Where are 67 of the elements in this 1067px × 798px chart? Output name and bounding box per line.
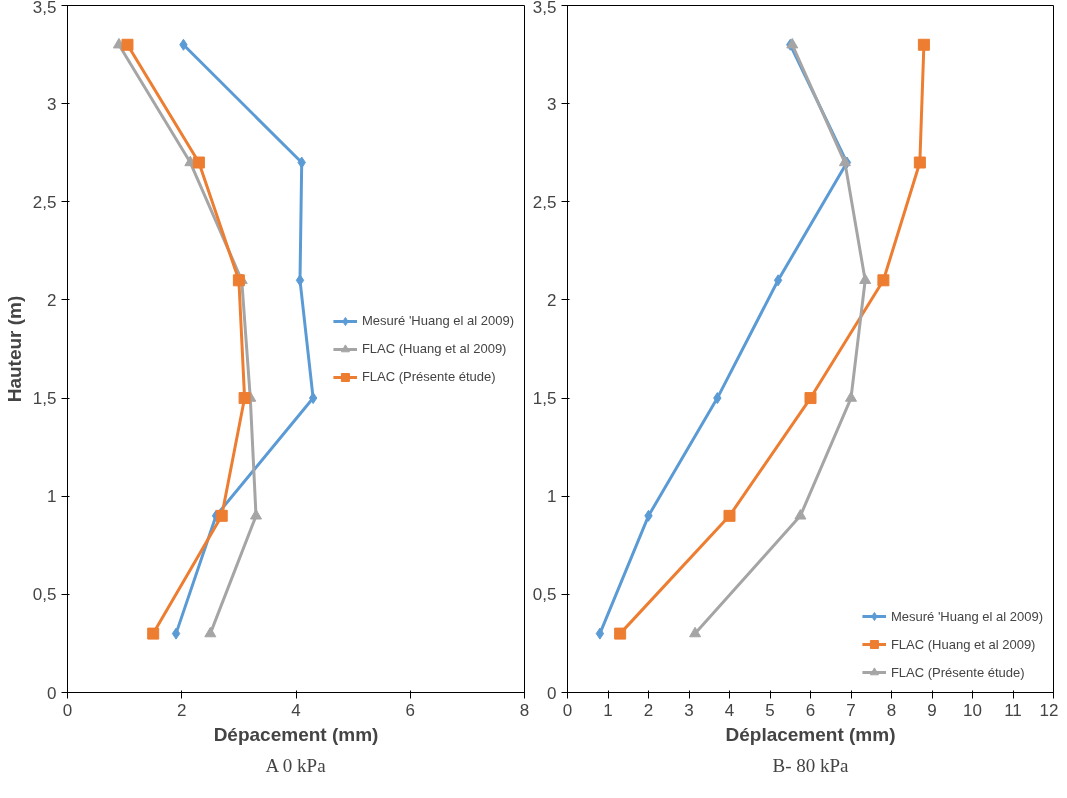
y-tick-label: 2,5	[532, 192, 557, 212]
x-axis-title: Dépacement (mm)	[213, 723, 379, 745]
y-tick-label: 2,5	[32, 192, 57, 212]
point	[723, 509, 736, 522]
x-tick-label: 8	[886, 700, 897, 720]
legend-label: FLAC (Présente étude)	[361, 369, 496, 384]
x-tick-label: 8	[519, 700, 530, 720]
legend-label: FLAC (Huang et al 2009)	[361, 341, 507, 356]
point	[786, 37, 799, 49]
x-tick-label: 11	[1004, 700, 1022, 720]
y-tick-label: 1	[547, 487, 557, 507]
y-tick-label: 0	[47, 683, 57, 703]
legend-label: FLAC (Huang et al 2009)	[890, 636, 1036, 652]
x-tick-label: 3	[684, 700, 694, 720]
y-tick-label: 2	[547, 290, 557, 310]
x-tick-label: 0	[62, 700, 73, 720]
point	[794, 508, 807, 520]
point	[804, 392, 817, 405]
point	[917, 38, 930, 51]
x-tick-label: 2	[643, 700, 654, 720]
point	[171, 627, 181, 640]
point	[121, 38, 134, 51]
y-tick-label: 1	[47, 487, 57, 507]
x-tick-label: 0	[562, 700, 573, 720]
y-tick-label: 1,5	[532, 389, 557, 409]
x-tick-label: 4	[724, 700, 735, 720]
x-tick-label: 10	[963, 700, 982, 720]
legend-label: Mesuré 'Huang el al 2009)	[361, 313, 514, 328]
point	[308, 392, 318, 405]
y-tick-label: 1,5	[32, 389, 57, 409]
x-tick-label: 4	[291, 700, 301, 720]
point	[689, 626, 702, 638]
point	[859, 273, 872, 284]
y-tick-label: 3	[547, 94, 557, 114]
point	[192, 156, 205, 169]
point	[147, 627, 160, 640]
point	[773, 274, 783, 287]
point	[595, 627, 605, 640]
y-tick-label: 0,5	[532, 585, 557, 605]
x-tick-label: 12	[1039, 700, 1059, 720]
x-axis-title: Déplacement (mm)	[725, 723, 896, 745]
point	[913, 156, 926, 169]
y-tick-label: 3,5	[532, 0, 557, 17]
x-tick-label: 2	[177, 700, 187, 720]
x-tick-label: 5	[765, 700, 775, 720]
x-tick-label: 9	[927, 700, 937, 720]
point	[838, 155, 851, 167]
x-tick-label: 1	[603, 700, 613, 720]
point	[238, 392, 251, 405]
y-tick-label: 3	[47, 94, 57, 114]
point	[215, 509, 228, 522]
y-tick-label: 0	[547, 683, 557, 703]
text: A 0 kPa	[265, 754, 327, 776]
y-tick-label: 2	[47, 290, 57, 310]
x-tick-label: 6	[405, 700, 415, 720]
text: B- 80 kPa	[772, 754, 850, 776]
point	[877, 274, 890, 287]
y-tick-label: 3,5	[32, 0, 57, 17]
point	[614, 627, 627, 640]
legend-label: FLAC (Présente étude)	[890, 664, 1025, 680]
point	[845, 391, 857, 402]
legend-label: Mesuré 'Huang el al 2009)	[890, 608, 1043, 624]
x-tick-label: 6	[805, 700, 816, 720]
point	[204, 626, 217, 638]
x-tick-label: 7	[846, 700, 856, 720]
y-tick-label: 0,5	[32, 585, 57, 605]
y-axis-title: Hauteur (m)	[3, 295, 25, 403]
